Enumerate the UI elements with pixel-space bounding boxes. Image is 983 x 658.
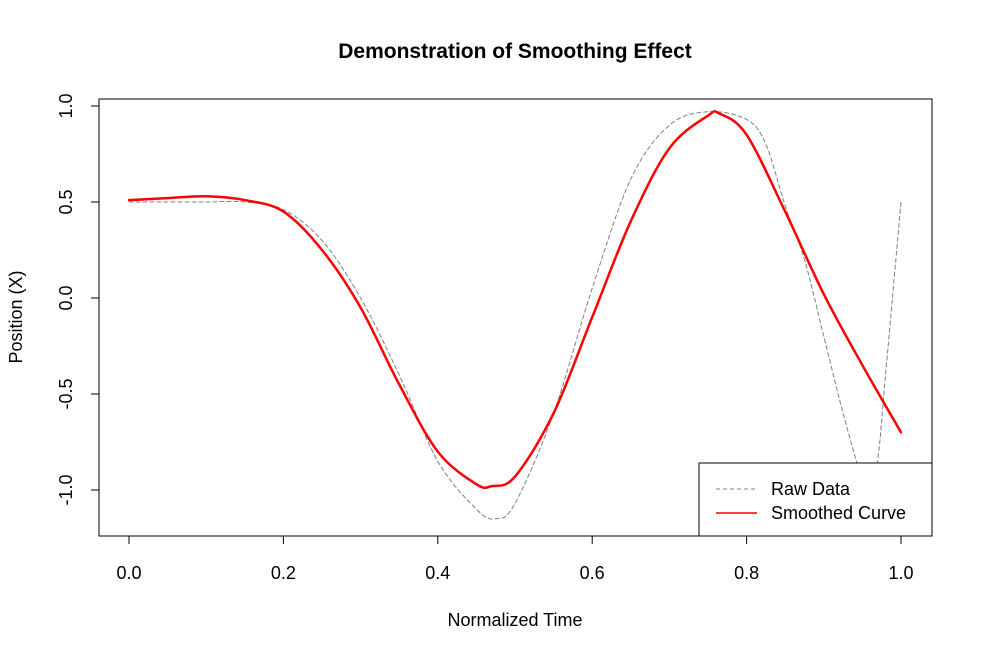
x-tick-label: 0.8	[734, 563, 759, 583]
series-line-smoothed-curve	[127, 110, 903, 490]
y-tick-label: -1.0	[56, 474, 76, 505]
y-axis: -1.0 -0.5 0.0 0.5 1.0	[56, 93, 100, 506]
y-tick-label: -0.5	[56, 378, 76, 409]
chart-title: Demonstration of Smoothing Effect	[338, 40, 692, 63]
legend: Raw Data Smoothed Curve	[698, 462, 933, 537]
legend-label-smoothed-curve: Smoothed Curve	[771, 503, 906, 523]
legend-box	[698, 462, 933, 537]
y-tick-label: 0.0	[56, 285, 76, 310]
x-axis-label: Normalized Time	[447, 610, 582, 630]
y-axis-label: Position (X)	[6, 270, 26, 363]
legend-label-raw-data: Raw Data	[771, 479, 851, 499]
series-layer	[127, 110, 903, 520]
x-tick-label: 1.0	[888, 563, 913, 583]
x-tick-label: 0.0	[116, 563, 141, 583]
x-tick-label: 0.6	[580, 563, 605, 583]
x-axis: 0.0 0.2 0.4 0.6 0.8 1.0	[116, 535, 914, 583]
series-line-raw-data	[128, 111, 902, 520]
y-tick-label: 0.5	[56, 189, 76, 214]
x-tick-label: 0.4	[425, 563, 450, 583]
y-tick-label: 1.0	[56, 93, 76, 118]
x-tick-label: 0.2	[271, 563, 296, 583]
